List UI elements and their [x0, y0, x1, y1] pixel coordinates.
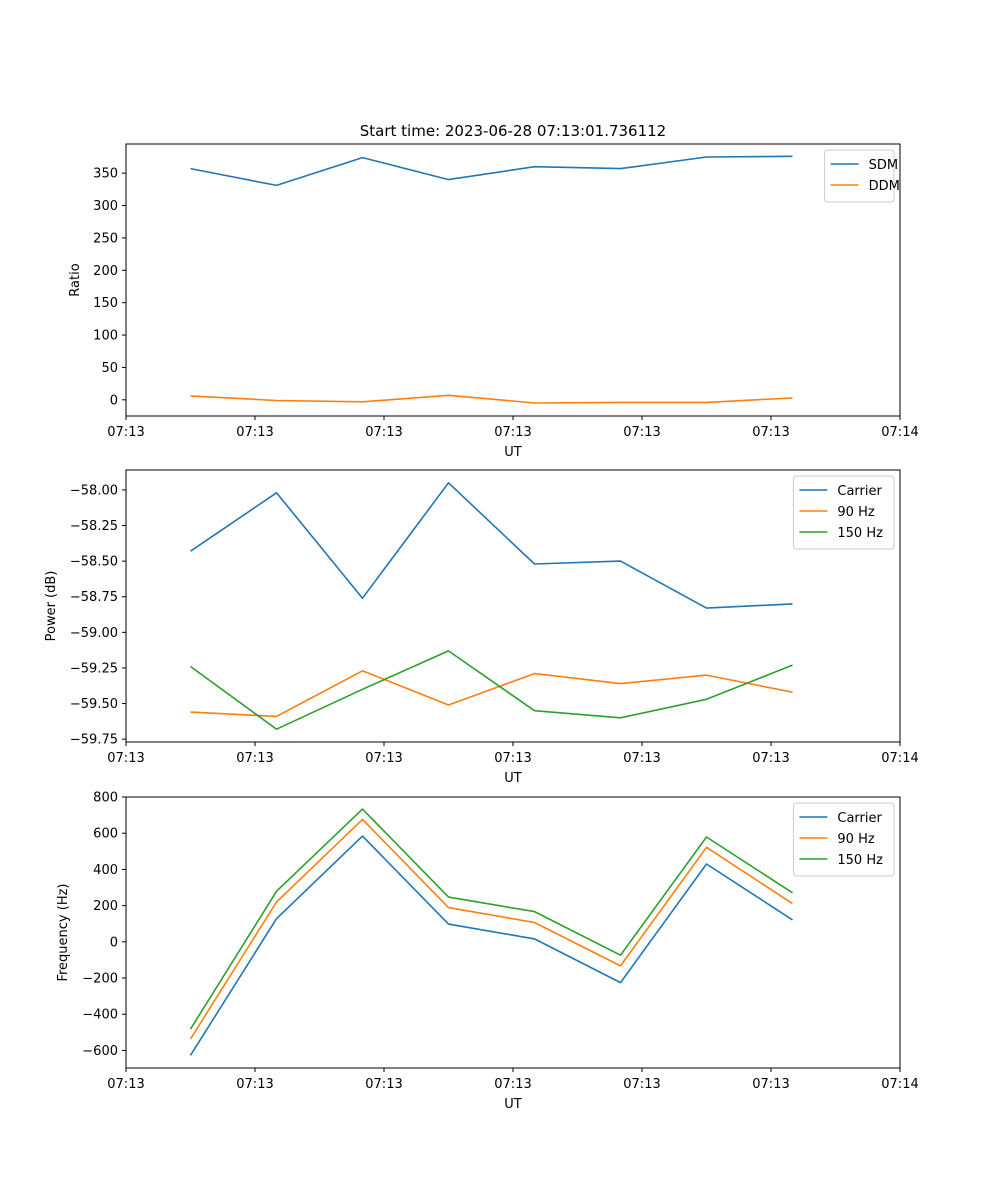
- x-tick-label: 07:13: [107, 751, 144, 766]
- series-line-150-hz: [189, 808, 793, 1030]
- legend-box: [824, 149, 895, 203]
- y-axis-label: Frequency (Hz): [56, 883, 71, 981]
- y-tick-label: −59.50: [70, 697, 118, 712]
- chart-panel-2: 07:13 07:13 07:13 07:13 07:13 07:13 07:14 −58.0…: [44, 469, 919, 786]
- series-line-sdm: [190, 155, 793, 187]
- legend-label: 90 Hz: [837, 505, 874, 520]
- x-tick-label: 07:13: [623, 1077, 660, 1092]
- legend-label: DDM: [869, 179, 900, 194]
- series-line-ddm: [190, 394, 793, 404]
- y-tick-label: 50: [101, 361, 118, 376]
- series-line-90-hz: [189, 818, 793, 1040]
- legend: SDM DDM: [824, 149, 900, 203]
- y-tick-label: 300: [93, 199, 118, 214]
- legend-box: [792, 802, 895, 877]
- chart-panel-1: 07:13 07:13 07:13 07:13 07:13 07:13 07:14 0 50 10…: [68, 143, 919, 460]
- y-tick-label: 250: [93, 231, 118, 246]
- x-tick-label: 07:13: [236, 751, 273, 766]
- y-tick-label: −600: [82, 1044, 118, 1059]
- y-tick-label: 800: [93, 791, 118, 806]
- x-tick-label: 07:13: [623, 751, 660, 766]
- y-tick-label: −58.50: [70, 555, 118, 570]
- x-axis-label: UT: [504, 445, 522, 460]
- x-tick-label: 07:13: [107, 425, 144, 440]
- x-tick-label: 07:14: [881, 751, 918, 766]
- x-tick-label: 07:13: [365, 751, 402, 766]
- x-tick-label: 07:14: [881, 425, 918, 440]
- y-tick-label: −58.25: [70, 519, 118, 534]
- x-tick-label: 07:13: [494, 751, 531, 766]
- y-tick-label: 0: [110, 935, 118, 950]
- series-line-carrier: [189, 835, 793, 1056]
- y-tick-label: 0: [110, 393, 118, 408]
- y-tick-label: 350: [93, 167, 118, 182]
- legend-label: SDM: [869, 158, 898, 173]
- y-tick-label: 600: [93, 827, 118, 842]
- y-tick-label: −200: [82, 972, 118, 987]
- legend-label: 150 Hz: [837, 526, 883, 541]
- x-tick-label: 07:13: [107, 1077, 144, 1092]
- x-tick-label: 07:13: [494, 425, 531, 440]
- x-tick-label: 07:14: [881, 1077, 918, 1092]
- x-axis-label: UT: [504, 1097, 522, 1112]
- legend: Carrier 90 Hz 150 Hz: [792, 802, 895, 877]
- y-tick-label: 200: [93, 264, 118, 279]
- x-tick-label: 07:13: [365, 425, 402, 440]
- y-axis-label: Ratio: [68, 263, 83, 296]
- legend-box: [792, 475, 895, 550]
- y-tick-label: −58.75: [70, 590, 118, 605]
- y-tick-label: 200: [93, 899, 118, 914]
- y-tick-label: 100: [93, 329, 118, 344]
- series-line-90-hz: [190, 669, 793, 718]
- y-tick-label: −58.00: [70, 483, 118, 498]
- x-tick-label: 07:13: [365, 1077, 402, 1092]
- y-tick-label: 400: [93, 863, 118, 878]
- figure-title: Start time: 2023-06-28 07:13:01.736112: [360, 122, 666, 140]
- legend: Carrier 90 Hz 150 Hz: [792, 475, 895, 550]
- x-tick-label: 07:13: [236, 425, 273, 440]
- y-tick-label: −400: [82, 1008, 118, 1023]
- x-tick-label: 07:13: [752, 425, 789, 440]
- legend-label: Carrier: [837, 484, 882, 499]
- chart-panel-3: 07:13 07:13 07:13 07:13 07:13 07:13 07:14 800 60…: [56, 791, 919, 1113]
- legend-label: 90 Hz: [837, 832, 874, 847]
- y-tick-label: −59.00: [70, 626, 118, 641]
- x-tick-label: 07:13: [623, 425, 660, 440]
- y-tick-label: 150: [93, 296, 118, 311]
- series-line-carrier: [190, 481, 793, 609]
- x-axis-label: UT: [504, 771, 522, 786]
- y-tick-label: −59.25: [70, 661, 118, 676]
- x-tick-label: 07:13: [494, 1077, 531, 1092]
- legend-label: 150 Hz: [837, 853, 883, 868]
- x-tick-label: 07:13: [236, 1077, 273, 1092]
- y-tick-label: −59.75: [70, 733, 118, 748]
- y-axis-label: Power (dB): [44, 571, 59, 642]
- x-tick-label: 07:13: [752, 751, 789, 766]
- x-tick-label: 07:13: [752, 1077, 789, 1092]
- series-line-150-hz: [190, 650, 793, 731]
- legend-label: Carrier: [837, 811, 882, 826]
